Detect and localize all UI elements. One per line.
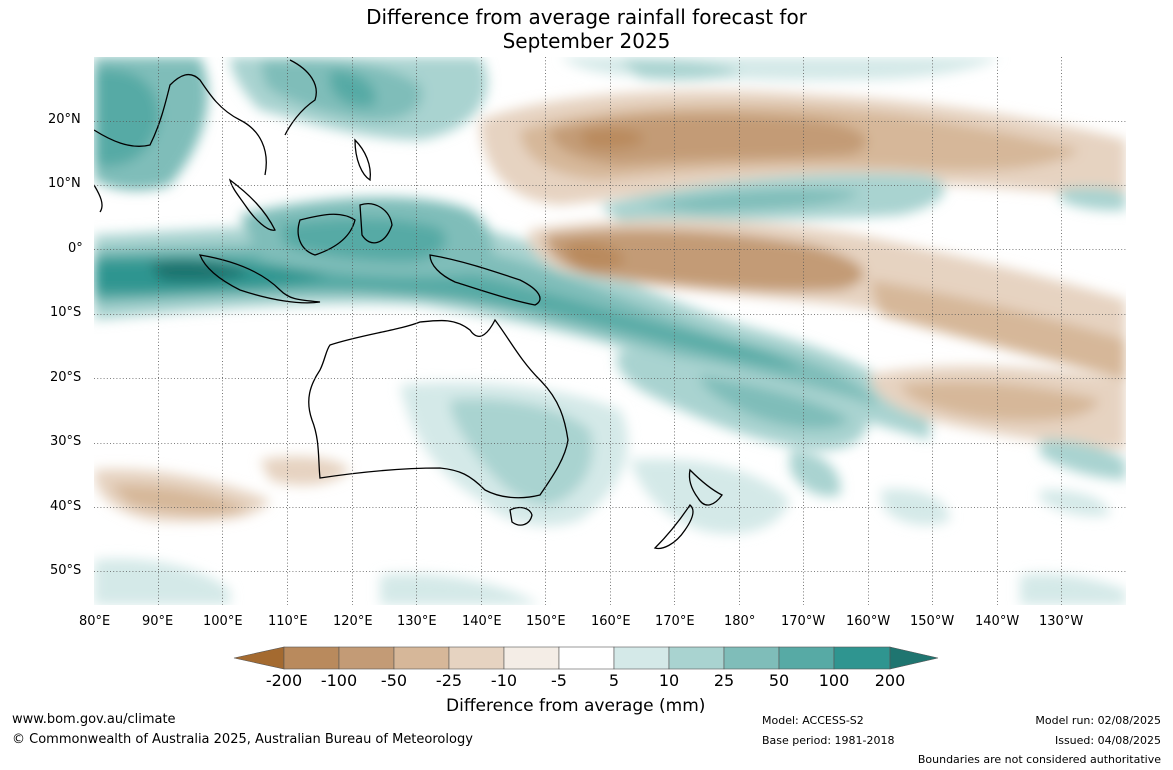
lon-label: 130°W [1039, 614, 1084, 629]
lon-label: 110°E [268, 614, 308, 629]
lat-label: 50°S [50, 563, 82, 578]
colorbar-tick-label: 100 [818, 671, 850, 690]
colorbar-tick-label: -100 [320, 671, 358, 690]
lon-label: 170°E [655, 614, 695, 629]
colorbar-tick-label: 5 [608, 671, 620, 690]
base-period: Base period: 1981-2018 [762, 734, 895, 747]
lat-label: 20°N [48, 112, 81, 127]
lat-label: 10°S [50, 305, 82, 320]
lon-label: 160°W [846, 614, 891, 629]
lat-label: 40°S [50, 499, 82, 514]
map-title-line2: September 2025 [502, 29, 671, 53]
colorbar-tick-label: -10 [490, 671, 518, 690]
copyright-text: © Commonwealth of Australia 2025, Austra… [12, 732, 473, 747]
graticule [94, 57, 1126, 605]
lon-label: 120°E [333, 614, 373, 629]
colorbar-tick-label: 50 [768, 671, 790, 690]
model-run-date: Model run: 02/08/2025 [1035, 714, 1161, 727]
colorbar-tick-label: 10 [658, 671, 680, 690]
lon-label: 150°E [526, 614, 566, 629]
lat-label: 20°S [50, 370, 82, 385]
colorbar-tick-label: -5 [551, 671, 567, 690]
model-name: Model: ACCESS-S2 [762, 714, 864, 727]
boundary-disclaimer: Boundaries are not considered authoritat… [917, 753, 1161, 766]
lat-label: 30°S [50, 434, 82, 449]
lat-label: 0° [68, 241, 83, 256]
lon-label: 180° [724, 614, 756, 629]
colorbar-tick-label: 25 [713, 671, 735, 690]
coastlines [94, 59, 723, 550]
colorbar-tick-label: 200 [874, 671, 906, 690]
colorbar-extend-low [233, 646, 285, 670]
colorbar-tick-label: -200 [265, 671, 303, 690]
lon-label: 80°E [79, 614, 111, 629]
colorbar [233, 646, 939, 670]
colorbar-title: Difference from average (mm) [446, 696, 706, 716]
issued-date: Issued: 04/08/2025 [1054, 734, 1161, 747]
colorbar-extend-high [889, 646, 939, 670]
colorbar-tick-label: -25 [435, 671, 463, 690]
lon-label: 140°E [462, 614, 502, 629]
lon-label: 130°E [397, 614, 437, 629]
rainfall-anomaly-field [94, 57, 1126, 605]
lon-label: 140°W [975, 614, 1020, 629]
lon-label: 160°E [591, 614, 631, 629]
lat-label: 10°N [48, 176, 81, 191]
website-link[interactable]: www.bom.gov.au/climate [12, 712, 176, 727]
lon-label: 150°W [910, 614, 955, 629]
map-title-line1: Difference from average rainfall forecas… [366, 5, 807, 29]
lon-label: 90°E [142, 614, 174, 629]
lon-label: 170°W [781, 614, 826, 629]
lon-label: 100°E [203, 614, 243, 629]
colorbar-tick-label: -50 [380, 671, 408, 690]
